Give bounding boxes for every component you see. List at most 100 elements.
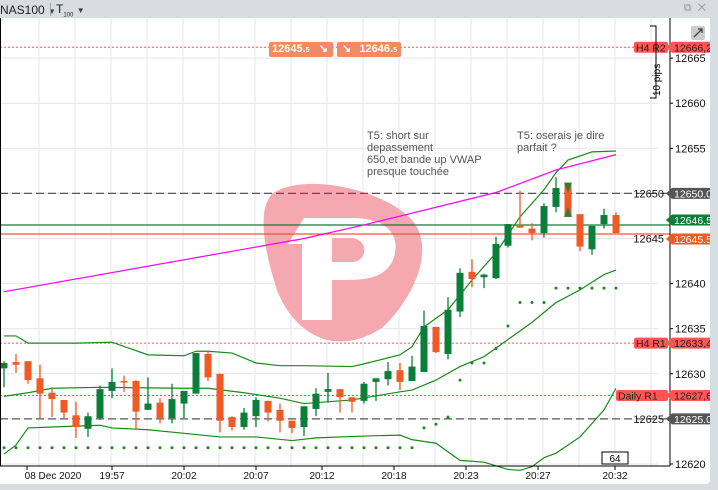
annotation-line: parfait ? xyxy=(517,142,557,154)
sar-dot xyxy=(158,446,162,450)
annotation-text[interactable]: T5: short sur depassement 650,et bande u… xyxy=(367,130,482,178)
candle-body xyxy=(0,362,8,369)
pivot-name-label: Daily R1 xyxy=(618,390,658,402)
candle-body xyxy=(216,373,224,421)
sar-dot xyxy=(62,446,66,450)
candle-body xyxy=(276,409,284,421)
candle-body xyxy=(552,187,560,207)
candle-body xyxy=(168,399,176,418)
candle-body xyxy=(372,378,380,382)
candle-body xyxy=(36,378,44,394)
sar-dot xyxy=(314,446,318,450)
logo-letter-p xyxy=(288,218,396,320)
sar-dot xyxy=(26,446,30,450)
bid-price-fraction: 5 xyxy=(305,47,310,54)
sar-dot xyxy=(230,446,234,450)
candle-body xyxy=(612,215,620,234)
candle-body xyxy=(384,371,392,380)
arrow-down-right-icon: ↘ xyxy=(318,43,328,55)
candle-body xyxy=(60,399,68,413)
candle-body xyxy=(264,400,272,413)
measure-label: 10 pips xyxy=(652,64,663,96)
candle-body xyxy=(24,361,32,381)
sar-dot xyxy=(350,446,354,450)
price-level-value: 12625.0 xyxy=(674,414,710,426)
price-tick-label: 12655 xyxy=(675,143,706,155)
sar-dot xyxy=(578,286,582,290)
candle-body xyxy=(72,415,80,428)
sar-dot xyxy=(206,446,210,450)
chevron-down-icon: ▼ xyxy=(48,7,56,16)
price-level-badge xyxy=(666,413,710,425)
price-level-badge xyxy=(666,233,710,245)
candle-body xyxy=(564,182,572,217)
price-level-value: 12646.5 xyxy=(674,215,710,227)
close-icon[interactable]: ✕ xyxy=(697,2,712,14)
pivot-name-badge xyxy=(616,389,668,401)
time-tick-label: 20:18 xyxy=(381,471,406,482)
chart-panel[interactable]: 12620 12625 12630 12635 12640 12645 12650 12655… xyxy=(0,18,710,484)
price-chart[interactable]: 12620 12625 12630 12635 12640 12645 12650 12655… xyxy=(0,18,710,490)
sar-dot xyxy=(362,446,366,450)
sar-dot xyxy=(542,301,546,305)
sar-dot xyxy=(86,446,90,450)
sell-quote-button[interactable]: 12645.5 ↘ xyxy=(269,42,333,57)
candle-body xyxy=(408,366,416,382)
candle-body xyxy=(600,215,608,225)
time-tick-label: 19:57 xyxy=(99,471,124,482)
sar-dot xyxy=(218,446,222,450)
candle-body xyxy=(96,389,104,418)
sar-dot xyxy=(566,286,570,290)
annotation-line: 650,et bande up VWAP xyxy=(367,154,482,166)
timeframe-sub: 100 xyxy=(63,12,74,19)
pivot-name-badge xyxy=(634,337,668,349)
symbol-label: NAS100 xyxy=(0,3,45,17)
candle-body xyxy=(360,383,368,401)
trade-marker-icon xyxy=(564,182,572,217)
sar-dot xyxy=(266,446,270,450)
price-tick-label: 12650 xyxy=(633,188,664,200)
sar-dot xyxy=(74,446,78,450)
sar-dot xyxy=(254,446,258,450)
time-tick-label: 20:32 xyxy=(602,471,627,482)
candle-body xyxy=(144,403,152,410)
sar-dot xyxy=(38,446,42,450)
symbol-selector[interactable]: NAS100 ▼ xyxy=(0,3,56,17)
candle-body xyxy=(240,412,248,428)
annotation-text[interactable]: T5: oserais je dire parfait ? xyxy=(517,130,604,154)
sar-dot xyxy=(134,446,138,450)
chevron-down-icon: ▼ xyxy=(76,6,85,15)
annotation-line: T5: short sur xyxy=(367,130,429,142)
timeframe-selector[interactable]: T100 ▼ xyxy=(56,2,85,18)
sar-dot xyxy=(338,446,342,450)
candle-body xyxy=(12,362,20,365)
price-tick-label: 12660 xyxy=(675,98,706,110)
price-level-badge xyxy=(666,41,710,53)
price-tick-label: 12625 xyxy=(633,414,664,426)
sar-dot xyxy=(110,446,114,450)
cursor-badge-label: 64 xyxy=(609,454,621,465)
price-tick-label: 12645 xyxy=(633,234,664,246)
candle-body xyxy=(156,402,164,418)
vwap-line xyxy=(3,154,617,293)
price-tick-label: 12630 xyxy=(675,369,706,381)
pivot-name-label: H4 R2 xyxy=(636,42,666,54)
buy-quote-button[interactable]: ↘ 12646.5 xyxy=(337,42,401,57)
popout-icon[interactable]: ⧉ xyxy=(683,2,698,14)
candle-body xyxy=(396,370,404,382)
sar-dot xyxy=(290,446,294,450)
candle-body xyxy=(48,392,56,400)
candle-body xyxy=(120,381,128,383)
sar-dot xyxy=(458,378,462,382)
price-tick-label: 12635 xyxy=(675,324,706,336)
time-tick-label: 20:23 xyxy=(453,471,478,482)
sar-dot xyxy=(170,446,174,450)
sar-dot xyxy=(590,286,594,290)
ask-price: 12646. xyxy=(359,43,394,55)
sar-dot xyxy=(182,446,186,450)
time-tick-label: 20:07 xyxy=(243,471,268,482)
sar-dot xyxy=(278,446,282,450)
sar-dot xyxy=(506,324,510,328)
price-level-value: 12650.0 xyxy=(674,188,710,200)
price-level-value: 12627,6 xyxy=(674,390,710,402)
